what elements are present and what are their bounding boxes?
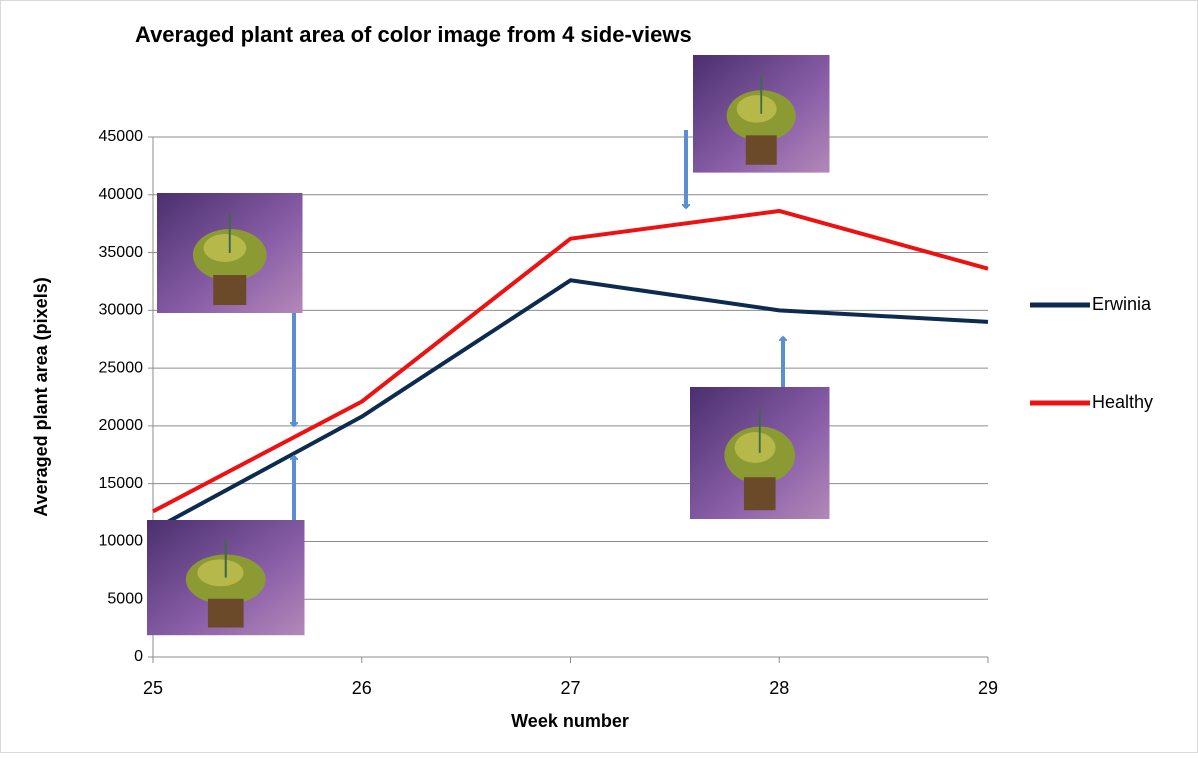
x-tick-label: 27 <box>560 678 580 698</box>
x-tick-label: 28 <box>769 678 789 698</box>
chart-title: Averaged plant area of color image from … <box>135 22 692 47</box>
y-tick-label: 20000 <box>99 417 144 434</box>
arrows <box>294 130 783 520</box>
legend-label: Erwinia <box>1092 294 1152 314</box>
photo <box>145 518 306 637</box>
photo <box>692 54 831 174</box>
x-axis-label: Week number <box>511 711 629 731</box>
y-tick-label: 10000 <box>99 533 144 550</box>
series-line <box>152 278 989 532</box>
y-tick-label: 45000 <box>99 128 144 145</box>
y-tick-label: 35000 <box>99 244 144 261</box>
photo <box>688 385 831 521</box>
y-tick-label: 40000 <box>99 186 144 203</box>
y-tick-label: 15000 <box>99 475 144 492</box>
lines <box>152 208 989 532</box>
y-tick-label: 5000 <box>107 590 143 607</box>
y-tick-label: 30000 <box>99 302 144 319</box>
x-tick-label: 26 <box>352 678 372 698</box>
x-tick-label: 25 <box>143 678 163 698</box>
y-axis-label: Averaged plant area (pixels) <box>31 277 51 516</box>
legend: Erwinia Healthy <box>1030 294 1153 412</box>
legend-label: Healthy <box>1092 392 1153 412</box>
x-tick-label: 29 <box>978 678 998 698</box>
y-tick-label: 25000 <box>99 359 144 376</box>
photo <box>156 192 304 314</box>
series-line <box>152 208 989 514</box>
y-tick-label: 0 <box>134 648 143 665</box>
